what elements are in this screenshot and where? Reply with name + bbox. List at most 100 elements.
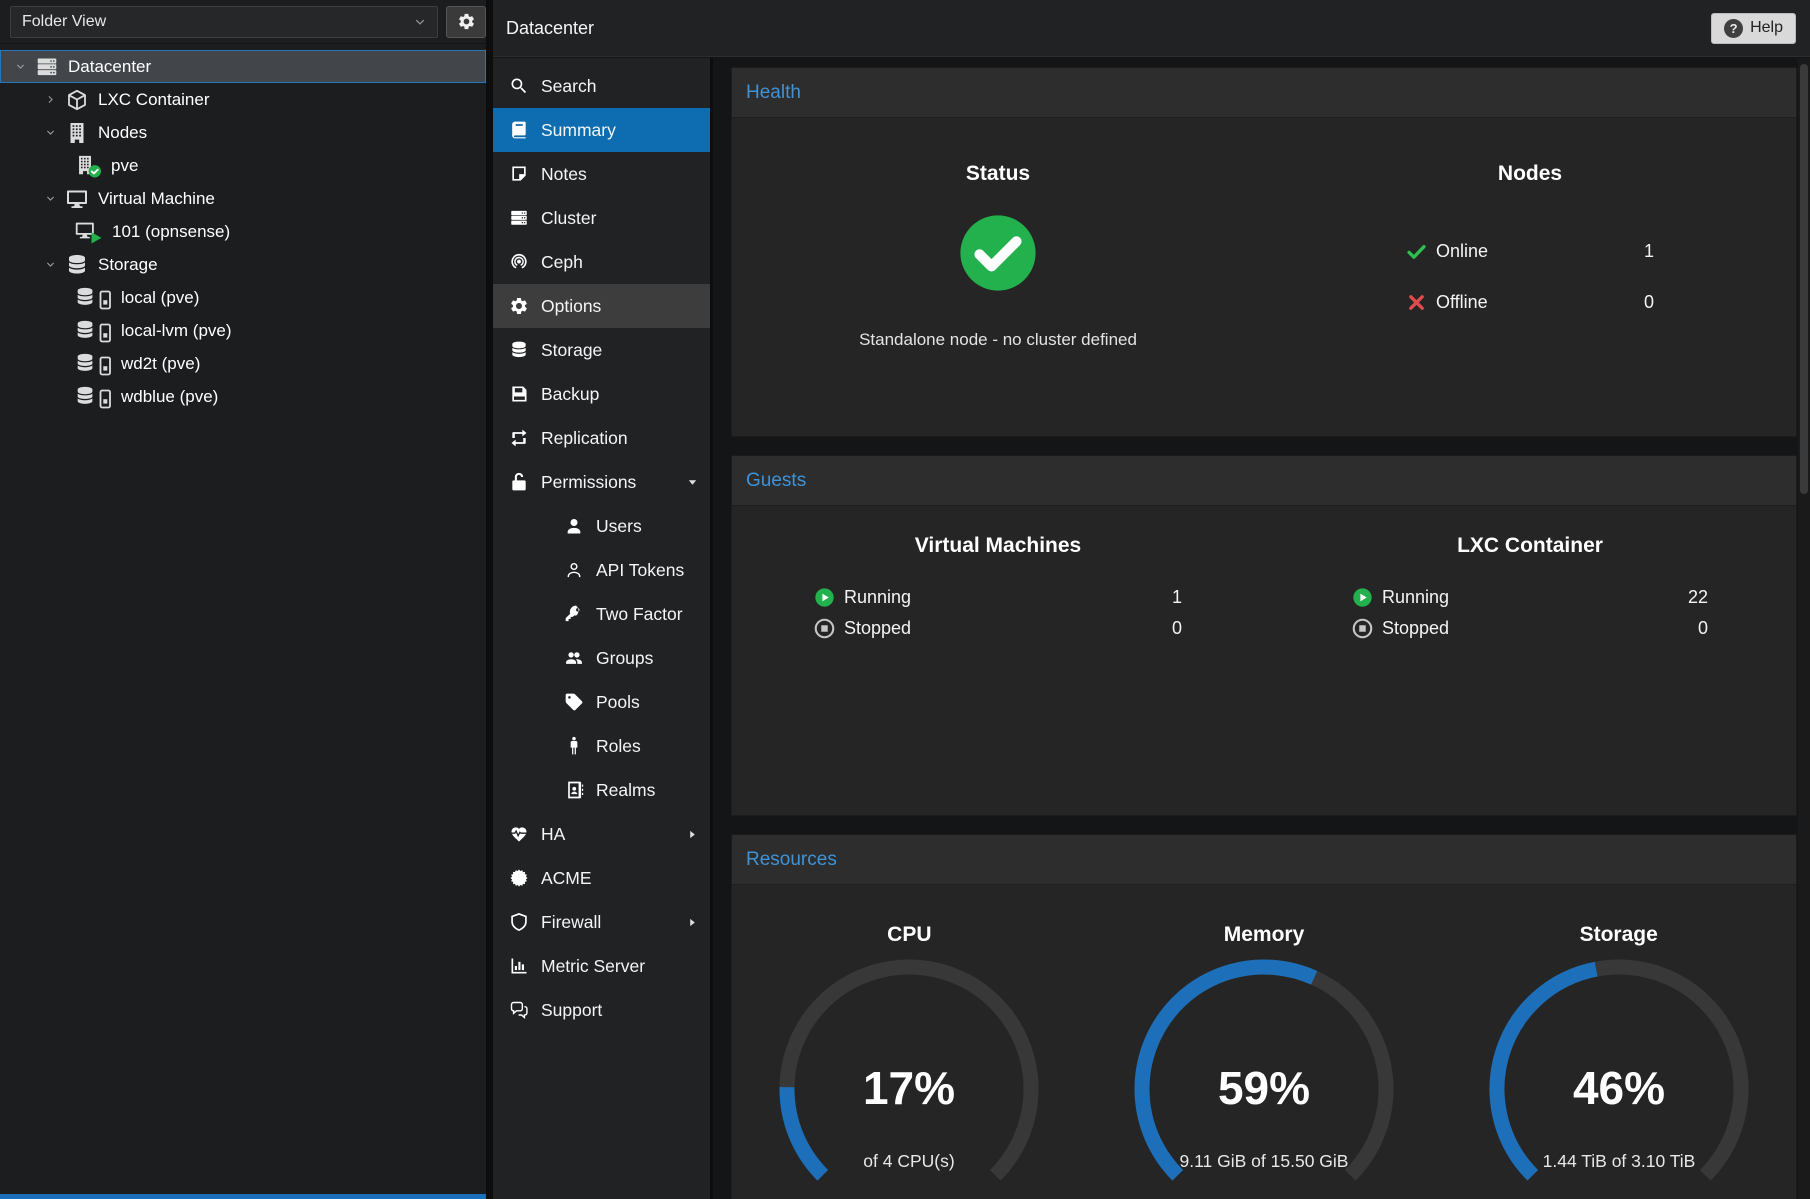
gauge-storage: Storage 46% 1.44 TiB of 3.10 TiB — [1441, 885, 1796, 1199]
tree-item-wd2t-pve[interactable]: wd2t (pve) — [0, 347, 486, 380]
gauge-memory: Memory 59% 9.11 GiB of 15.50 GiB — [1087, 885, 1442, 1199]
stat-label: Running — [1382, 587, 1450, 607]
menu-item-permissions[interactable]: Permissions — [493, 460, 710, 504]
gauge-chart: 59% 9.11 GiB of 15.50 GiB — [1134, 959, 1394, 1181]
gauge-sublabel: 9.11 GiB of 15.50 GiB — [1180, 1151, 1349, 1171]
menu-item-storage[interactable]: Storage — [493, 328, 710, 372]
tree-item-virtual-machine[interactable]: Virtual Machine — [0, 182, 486, 215]
caret-right-icon — [687, 917, 698, 928]
stat-value: 22 — [1687, 587, 1708, 607]
menu-item-replication[interactable]: Replication — [493, 416, 710, 460]
health-panel-title: Health — [746, 81, 801, 103]
menu-item-label: Support — [541, 999, 603, 1020]
caret-down-icon — [687, 477, 698, 488]
stat-row-running: Running 1 — [814, 582, 1182, 613]
vertical-scrollbar[interactable] — [1798, 58, 1810, 1199]
gauge-percent: 59% — [1218, 1062, 1310, 1114]
menu-item-firewall[interactable]: Firewall — [493, 900, 710, 944]
menu-item-ceph[interactable]: Ceph — [493, 240, 710, 284]
menu-item-search[interactable]: Search — [493, 64, 710, 108]
search-icon — [508, 76, 530, 96]
menu-item-metric-server[interactable]: Metric Server — [493, 944, 710, 988]
tree-item-label: wd2t (pve) — [121, 353, 201, 373]
menu-item-label: Ceph — [541, 251, 583, 272]
tree-item-local-pve[interactable]: local (pve) — [0, 281, 486, 314]
tree-item-label: LXC Container — [98, 89, 210, 109]
chevron-down-icon[interactable] — [43, 191, 65, 206]
tree-item-label: Storage — [98, 254, 158, 274]
user-icon — [563, 516, 585, 536]
scrollbar-thumb[interactable] — [1800, 64, 1808, 494]
tree-item-nodes[interactable]: Nodes — [0, 116, 486, 149]
stat-value: 0 — [1643, 292, 1654, 312]
database-drive-icon — [74, 385, 112, 409]
menu-item-cluster[interactable]: Cluster — [493, 196, 710, 240]
menu-item-users[interactable]: Users — [493, 504, 710, 548]
stat-value: 1 — [1171, 587, 1182, 607]
question-circle-icon: ? — [1724, 18, 1744, 38]
menu-item-notes[interactable]: Notes — [493, 152, 710, 196]
menu-item-label: Groups — [596, 647, 654, 668]
chevron-right-icon[interactable] — [43, 92, 65, 107]
menu-item-realms[interactable]: Realms — [493, 768, 710, 812]
tag-icon — [563, 692, 585, 712]
menu-item-label: Two Factor — [596, 603, 683, 624]
tree-item-wdblue-pve[interactable]: wdblue (pve) — [0, 380, 486, 413]
stat-row-online: Online 1 — [1406, 236, 1654, 267]
tree-item-storage[interactable]: Storage — [0, 248, 486, 281]
help-button[interactable]: ? Help — [1711, 12, 1796, 44]
menu-item-roles[interactable]: Roles — [493, 724, 710, 768]
menu-item-label: Cluster — [541, 207, 597, 228]
desktop-icon — [65, 187, 89, 211]
left-panel-accent-bar — [0, 1194, 486, 1199]
stat-label: Stopped — [1382, 618, 1450, 638]
tree-item-pve[interactable]: pve — [0, 149, 486, 182]
building-icon — [65, 121, 89, 145]
panel-splitter[interactable] — [486, 0, 493, 1199]
gauge-cpu: CPU 17% of 4 CPU(s) — [732, 885, 1087, 1199]
tree-item-datacenter[interactable]: Datacenter — [0, 50, 486, 83]
lxc-heading: LXC Container — [1457, 534, 1603, 557]
tree-item-label: local-lvm (pve) — [121, 320, 232, 340]
menu-item-pools[interactable]: Pools — [493, 680, 710, 724]
chevron-down-icon[interactable] — [43, 125, 65, 140]
menu-item-support[interactable]: Support — [493, 988, 710, 1032]
stat-row-stopped: Stopped 0 — [1352, 613, 1708, 644]
gauge-heading: CPU — [887, 923, 932, 946]
virtual-machines-heading: Virtual Machines — [914, 534, 1082, 557]
view-mode-select[interactable]: Folder View — [10, 5, 438, 38]
stat-value: 0 — [1171, 618, 1182, 638]
menu-item-ha[interactable]: HA — [493, 812, 710, 856]
nodes-heading: Nodes — [1497, 162, 1563, 185]
tree-item-101-opnsense[interactable]: 101 (opnsense) — [0, 215, 486, 248]
running-icon — [1352, 587, 1373, 608]
menu-item-two-factor[interactable]: Two Factor — [493, 592, 710, 636]
tree-item-label: 101 (opnsense) — [112, 221, 231, 241]
menu-item-summary[interactable]: Summary — [493, 108, 710, 152]
tree-item-label: local (pve) — [121, 287, 200, 307]
menu-item-options[interactable]: Options — [493, 284, 710, 328]
chevron-down-icon[interactable] — [13, 59, 35, 74]
cluster-status-column: Status Standalone node - no cluster defi… — [732, 118, 1264, 436]
building-check-icon — [74, 154, 102, 178]
tree-item-local-lvm-pve[interactable]: local-lvm (pve) — [0, 314, 486, 347]
cluster-icon — [508, 208, 530, 228]
menu-item-backup[interactable]: Backup — [493, 372, 710, 416]
key-icon — [563, 604, 585, 624]
guests-panel-title: Guests — [746, 469, 807, 491]
stat-row-offline: Offline 0 — [1406, 287, 1654, 318]
menu-item-api-tokens[interactable]: API Tokens — [493, 548, 710, 592]
menu-item-label: Summary — [541, 119, 616, 140]
gauge-chart: 17% of 4 CPU(s) — [779, 959, 1039, 1181]
resources-panel-title: Resources — [746, 848, 837, 870]
menu-item-acme[interactable]: ACME — [493, 856, 710, 900]
cross-icon — [1406, 292, 1427, 313]
tree-settings-button[interactable] — [446, 5, 486, 38]
tree-item-lxc-container[interactable]: LXC Container — [0, 83, 486, 116]
chevron-down-icon[interactable] — [43, 257, 65, 272]
gauge-chart: 46% 1.44 TiB of 3.10 TiB — [1489, 959, 1749, 1181]
menu-item-groups[interactable]: Groups — [493, 636, 710, 680]
view-mode-value: Folder View — [22, 12, 107, 30]
lxc-stats: Running 22 Stopped 0 — [1352, 582, 1708, 644]
